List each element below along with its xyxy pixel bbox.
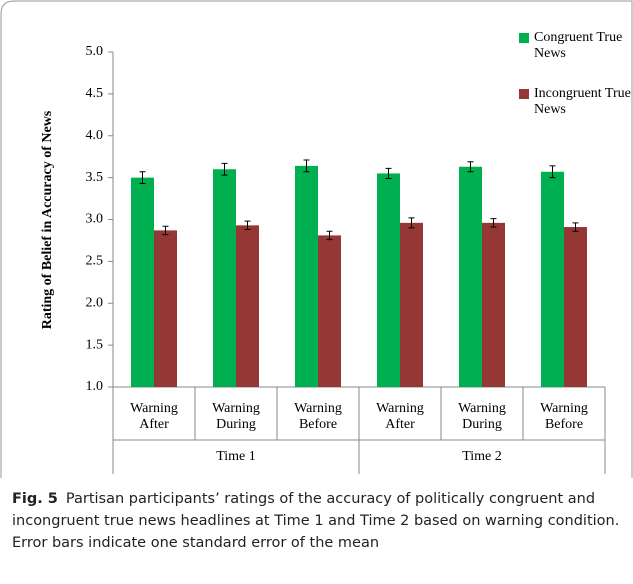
caption-label: Fig. 5 bbox=[12, 491, 58, 507]
y-tick-label: 2.0 bbox=[86, 295, 104, 310]
y-tick-label: 3.5 bbox=[86, 170, 104, 185]
x-tick-label: Warning After bbox=[376, 401, 424, 432]
error-bar bbox=[490, 218, 497, 228]
bar bbox=[295, 165, 318, 387]
error-bar bbox=[244, 220, 251, 231]
error-bar bbox=[303, 159, 310, 173]
y-tick-label: 4.5 bbox=[86, 86, 104, 101]
bar bbox=[482, 222, 505, 387]
bar bbox=[400, 222, 423, 387]
y-tick-label: 5.0 bbox=[86, 44, 104, 59]
legend-swatch bbox=[519, 33, 529, 43]
error-bar bbox=[221, 162, 228, 176]
y-tick-label: 1.5 bbox=[86, 337, 104, 352]
x-tick-label: Warning After bbox=[130, 401, 178, 432]
error-bar bbox=[385, 167, 392, 179]
y-tick-label: 2.5 bbox=[86, 254, 104, 269]
bar bbox=[377, 173, 400, 387]
group-label: Time 1 bbox=[216, 449, 256, 464]
error-bar bbox=[139, 171, 146, 184]
caption-text: Partisan participants’ ratings of the ac… bbox=[12, 491, 620, 551]
bar bbox=[154, 230, 177, 387]
x-tick-label: Warning Before bbox=[540, 401, 588, 432]
group-label: Time 2 bbox=[462, 449, 502, 464]
bar bbox=[541, 171, 564, 387]
y-axis-title: Rating of Belief in Accuracy of News bbox=[40, 110, 55, 329]
legend-label: Incongruent True News bbox=[534, 86, 631, 117]
y-tick-label: 1.0 bbox=[86, 379, 104, 394]
bar bbox=[564, 227, 587, 387]
figure-frame bbox=[0, 0, 633, 478]
y-tick-label: 3.0 bbox=[86, 212, 104, 227]
error-bar bbox=[326, 230, 333, 241]
bar bbox=[318, 235, 341, 387]
x-tick-label: Warning Before bbox=[294, 401, 342, 432]
legend-label: Congruent True News bbox=[534, 30, 623, 61]
caption: Fig. 5 Partisan participants’ ratings of … bbox=[12, 488, 622, 554]
bar bbox=[213, 169, 236, 387]
x-tick-label: Warning During bbox=[212, 401, 260, 432]
bar bbox=[459, 166, 482, 387]
bar bbox=[131, 177, 154, 387]
error-bar bbox=[549, 165, 556, 179]
error-bar bbox=[467, 161, 474, 173]
y-tick-label: 4.0 bbox=[86, 128, 104, 143]
legend-swatch bbox=[519, 89, 529, 99]
error-bar bbox=[572, 222, 579, 232]
x-tick-label: Warning During bbox=[458, 401, 506, 432]
bar bbox=[236, 225, 259, 387]
error-bar bbox=[408, 217, 415, 229]
error-bar bbox=[162, 225, 169, 236]
